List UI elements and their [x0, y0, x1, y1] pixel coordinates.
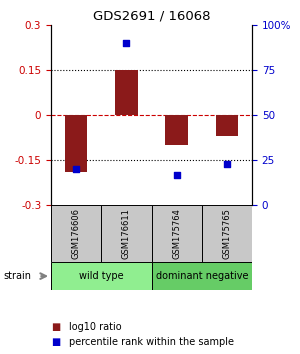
Text: GSM175765: GSM175765: [222, 208, 231, 259]
Bar: [65, 115, 87, 172]
Point: [224, 161, 229, 167]
Text: ■: ■: [51, 337, 60, 347]
Bar: [165, 115, 188, 145]
Title: GDS2691 / 16068: GDS2691 / 16068: [93, 9, 210, 22]
Point: [124, 40, 129, 46]
Bar: [202, 205, 252, 262]
Point: [74, 166, 79, 172]
Text: strain: strain: [3, 271, 31, 281]
Bar: [152, 205, 202, 262]
Text: GSM176606: GSM176606: [72, 208, 81, 259]
Text: ■: ■: [51, 322, 60, 332]
Text: percentile rank within the sample: percentile rank within the sample: [69, 337, 234, 347]
Point: [174, 172, 179, 177]
Bar: [152, 262, 252, 290]
Bar: [51, 262, 152, 290]
Text: wild type: wild type: [79, 271, 124, 281]
Text: GSM176611: GSM176611: [122, 208, 131, 259]
Text: dominant negative: dominant negative: [155, 271, 248, 281]
Bar: [115, 70, 138, 115]
Text: log10 ratio: log10 ratio: [69, 322, 122, 332]
Text: GSM175764: GSM175764: [172, 208, 181, 259]
Bar: [101, 205, 152, 262]
Bar: [216, 115, 238, 136]
Bar: [51, 205, 101, 262]
